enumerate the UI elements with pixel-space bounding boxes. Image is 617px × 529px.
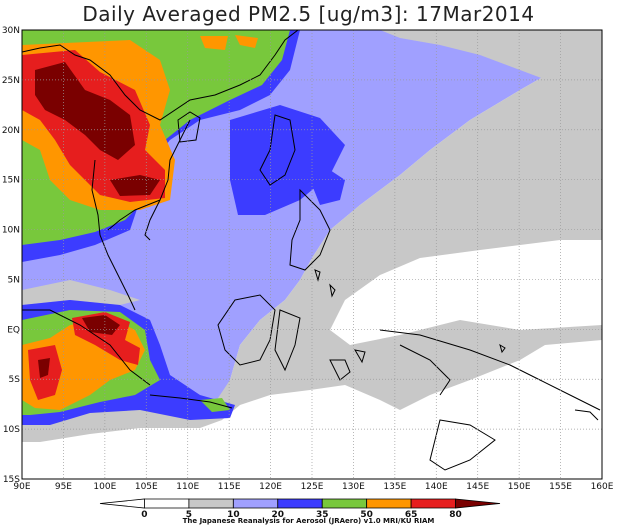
lon-label: 90E [13,482,30,492]
colorbar-swatch [321,498,368,509]
credit-text: The Japanese Reanalysis for Aerosol (JRA… [182,517,435,525]
lat-label: EQ [7,325,20,335]
plot-frame [21,29,603,480]
colorbar-tick-label: 10 [227,510,240,520]
lat-label: 5N [8,275,20,285]
colorbar-tick-label: 0 [141,510,147,520]
grid [22,30,602,479]
lat-label: 10S [3,425,20,435]
coastlines [22,30,601,471]
latitude-labels: 30N 25N 20N 15N 10N 5N EQ 5S 10S 15S [2,26,20,485]
colorbar-tick-label: 5 [186,510,192,520]
colorbar-swatch [366,498,412,509]
lon-label: 120E [259,482,282,492]
colorbar-tick-label: 80 [449,510,462,520]
colorbar-swatch [144,498,190,509]
colorbar-swatch [188,498,234,509]
field-blue-center [230,105,345,215]
lon-label: 135E [383,482,406,492]
colorbar-swatch [410,498,456,509]
map-title: Daily Averaged PM2.5 [ug/m3]: 17Mar2014 [82,2,535,26]
lon-label: 105E [135,482,158,492]
colorbar-swatch [455,498,501,509]
lon-label: 150E [508,482,531,492]
lon-label: 155E [549,482,572,492]
colorbar: 0 5 10 20 35 50 65 80 [99,498,501,520]
lon-label: 100E [93,482,116,492]
colorbar-swatch [232,498,279,509]
lat-label: 10N [2,226,20,236]
lon-label: 125E [301,482,324,492]
lat-label: 5S [9,375,21,385]
lon-label: 140E [425,482,448,492]
lat-label: 20N [2,126,20,136]
colorbar-tick-label: 65 [405,510,418,520]
lat-label: 25N [2,76,20,86]
colorbar-swatch [99,498,145,509]
lat-label: 30N [2,26,20,36]
lon-label: 160E [591,482,614,492]
lon-label: 110E [176,482,199,492]
field-darkred-south [82,315,120,335]
lat-label: 15N [2,176,20,186]
lat-label: 15S [3,475,20,485]
lon-label: 115E [218,482,241,492]
colorbar-tick-label: 35 [316,510,329,520]
colorbar-tick-label: 20 [272,510,285,520]
lon-label: 95E [55,482,72,492]
longitude-labels: 90E 95E 100E 105E 110E 115E 120E 125E 130E 135E 14… [13,482,613,492]
lon-label: 130E [342,482,365,492]
colorbar-swatch [277,498,323,509]
field-darkred-north [35,62,135,160]
field-gray-west [22,280,140,305]
colorbar-tick-label: 50 [360,510,373,520]
lon-label: 145E [466,482,489,492]
